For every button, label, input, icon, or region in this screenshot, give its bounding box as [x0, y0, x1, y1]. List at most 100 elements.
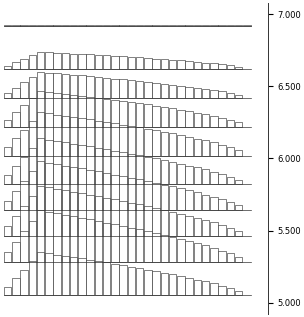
Bar: [194, 280, 201, 295]
Bar: [119, 56, 127, 69]
Bar: [136, 57, 143, 69]
Bar: [161, 107, 168, 127]
Bar: [194, 62, 201, 69]
Bar: [103, 198, 110, 236]
Bar: [210, 248, 218, 262]
Bar: [103, 122, 110, 156]
Bar: [4, 66, 11, 69]
Bar: [202, 170, 209, 184]
Bar: [119, 101, 127, 127]
Bar: [29, 147, 36, 184]
Bar: [45, 139, 53, 184]
Bar: [202, 195, 209, 210]
Bar: [4, 287, 11, 295]
Bar: [86, 170, 94, 210]
Bar: [185, 190, 193, 210]
Bar: [194, 88, 201, 98]
Bar: [169, 60, 176, 69]
Bar: [219, 250, 226, 262]
Bar: [4, 175, 11, 184]
Bar: [128, 178, 135, 210]
Bar: [29, 121, 36, 156]
Bar: [29, 221, 36, 262]
Bar: [103, 99, 110, 127]
Bar: [45, 92, 53, 127]
Bar: [37, 138, 44, 184]
Bar: [29, 261, 36, 295]
Bar: [177, 276, 185, 295]
Bar: [169, 162, 176, 184]
Bar: [185, 165, 193, 184]
Bar: [103, 262, 110, 295]
Bar: [20, 157, 28, 184]
Bar: [70, 25, 77, 26]
Bar: [95, 148, 102, 184]
Bar: [4, 120, 11, 127]
Bar: [136, 103, 143, 127]
Bar: [152, 233, 160, 262]
Bar: [103, 223, 110, 262]
Bar: [227, 288, 234, 295]
Bar: [45, 113, 53, 156]
Bar: [119, 265, 127, 295]
Bar: [54, 255, 61, 295]
Bar: [169, 25, 176, 26]
Bar: [78, 258, 85, 295]
Bar: [54, 25, 61, 26]
Bar: [45, 25, 53, 26]
Bar: [169, 133, 176, 156]
Bar: [128, 102, 135, 127]
Bar: [4, 93, 11, 98]
Bar: [78, 25, 85, 26]
Bar: [119, 152, 127, 184]
Bar: [45, 73, 53, 98]
Bar: [202, 140, 209, 156]
Bar: [235, 231, 242, 236]
Bar: [70, 75, 77, 98]
Bar: [161, 160, 168, 184]
Bar: [95, 55, 102, 69]
Bar: [144, 157, 152, 184]
Bar: [86, 120, 94, 156]
Bar: [194, 113, 201, 127]
Bar: [194, 139, 201, 156]
Bar: [136, 81, 143, 98]
Bar: [20, 206, 28, 236]
Bar: [70, 117, 77, 156]
Bar: [37, 91, 44, 127]
Bar: [62, 256, 69, 295]
Bar: [54, 115, 61, 156]
Bar: [177, 239, 185, 262]
Bar: [235, 291, 242, 295]
Bar: [202, 25, 209, 26]
Bar: [103, 25, 110, 26]
Bar: [62, 165, 69, 210]
Bar: [161, 184, 168, 210]
Bar: [103, 149, 110, 184]
Bar: [111, 100, 119, 127]
Bar: [152, 83, 160, 98]
Bar: [78, 96, 85, 127]
Bar: [70, 94, 77, 127]
Bar: [119, 25, 127, 26]
Bar: [45, 253, 53, 295]
Bar: [70, 217, 77, 262]
Bar: [78, 218, 85, 262]
Bar: [12, 112, 19, 127]
Bar: [78, 193, 85, 236]
Bar: [144, 129, 152, 156]
Bar: [111, 224, 119, 262]
Bar: [37, 72, 44, 98]
Bar: [136, 25, 143, 26]
Bar: [54, 189, 61, 236]
Bar: [219, 91, 226, 98]
Bar: [12, 166, 19, 184]
Bar: [78, 118, 85, 156]
Bar: [219, 174, 226, 184]
Bar: [227, 25, 234, 26]
Bar: [20, 269, 28, 295]
Bar: [136, 179, 143, 210]
Bar: [95, 25, 102, 26]
Bar: [136, 204, 143, 236]
Bar: [152, 130, 160, 156]
